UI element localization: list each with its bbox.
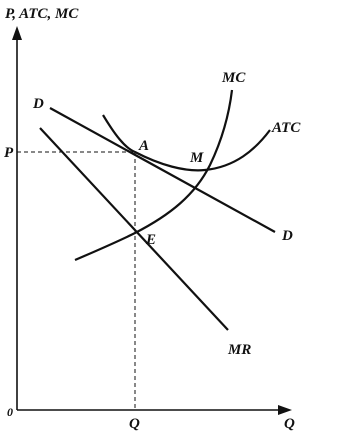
origin-label: 0	[7, 405, 13, 419]
y-axis-label: P, ATC, MC	[5, 6, 79, 22]
mr-label: MR	[227, 342, 251, 358]
atc-label: ATC	[271, 120, 301, 136]
y-arrow	[12, 26, 22, 40]
demand-label: D	[281, 228, 293, 244]
mc-label: MC	[221, 70, 246, 86]
point-label: A	[138, 138, 149, 154]
mc-curve	[74, 89, 234, 262]
price-label: P	[4, 145, 14, 161]
demand-curve	[49, 107, 276, 233]
quantity-label: Q	[129, 416, 140, 432]
point-label: M	[189, 150, 204, 166]
point-label: E	[145, 232, 156, 248]
x-axis-label: Q	[284, 416, 295, 432]
mr-curve	[39, 127, 229, 331]
atc-curve	[102, 114, 271, 172]
x-arrow	[278, 405, 292, 415]
demand-label: D	[32, 96, 44, 112]
